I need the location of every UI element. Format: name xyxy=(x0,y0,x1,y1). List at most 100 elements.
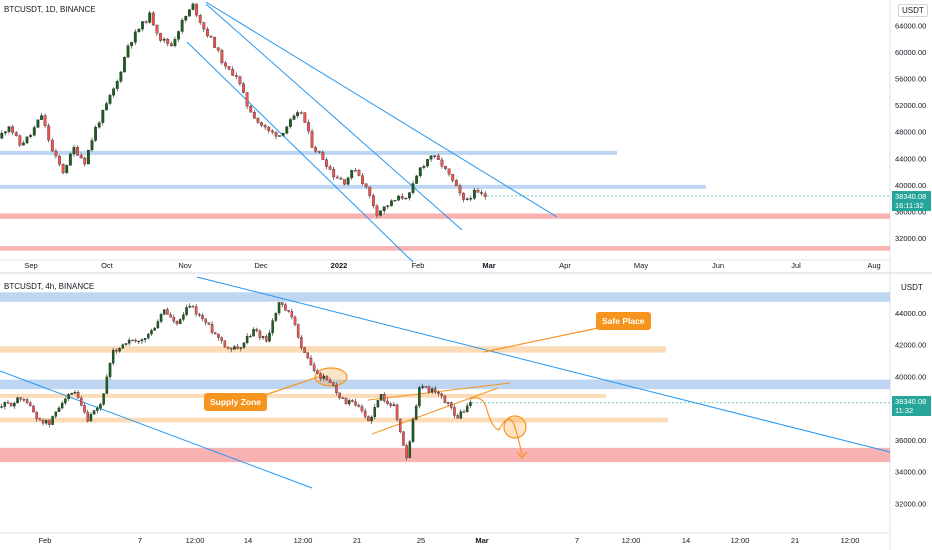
bottom-candle[interactable] xyxy=(169,312,172,318)
bottom-candle[interactable] xyxy=(217,333,220,341)
bottom-candle[interactable] xyxy=(459,409,463,420)
top-candle[interactable] xyxy=(472,187,476,201)
bottom-candle[interactable] xyxy=(204,318,207,326)
bottom-candle[interactable] xyxy=(414,403,418,421)
bottom-candle[interactable] xyxy=(166,307,169,315)
bottom-zone-blue-0[interactable] xyxy=(0,292,890,302)
bottom-candle[interactable] xyxy=(341,396,345,400)
bottom-zone-orange-3[interactable] xyxy=(0,393,606,398)
bottom-candle[interactable] xyxy=(96,405,99,414)
top-symbol-label[interactable]: BTCUSDT, 1D, BINANCE xyxy=(4,5,96,14)
top-candle[interactable] xyxy=(361,173,364,186)
top-candle[interactable] xyxy=(238,75,242,86)
channel-upper[interactable] xyxy=(367,382,511,401)
top-candle[interactable] xyxy=(94,125,98,142)
top-candle[interactable] xyxy=(231,66,235,77)
bottom-candle[interactable] xyxy=(239,347,243,352)
top-candle[interactable] xyxy=(270,129,274,135)
bottom-candle[interactable] xyxy=(229,347,233,353)
top-candle[interactable] xyxy=(440,157,444,169)
top-candle[interactable] xyxy=(422,164,426,170)
top-candle[interactable] xyxy=(357,168,361,177)
top-candle[interactable] xyxy=(368,186,372,199)
bottom-zone-orange-4[interactable] xyxy=(0,417,668,423)
bottom-candle[interactable] xyxy=(147,333,150,340)
top-candle[interactable] xyxy=(65,164,69,175)
bottom-candle[interactable] xyxy=(9,402,13,407)
bottom-candle[interactable] xyxy=(274,312,278,323)
top-candle[interactable] xyxy=(274,131,278,140)
safe-place-callout[interactable]: Safe Place xyxy=(596,312,651,330)
bottom-candle[interactable] xyxy=(134,338,137,343)
top-candle[interactable] xyxy=(90,137,94,152)
top-candle[interactable] xyxy=(397,194,401,202)
top-candle[interactable] xyxy=(436,153,440,161)
top-candle[interactable] xyxy=(353,167,357,172)
bottom-candle[interactable] xyxy=(418,385,421,409)
bottom-currency-badge[interactable]: USDT xyxy=(901,283,923,292)
top-candle[interactable] xyxy=(101,109,105,126)
bottom-candle[interactable] xyxy=(255,327,258,333)
bottom-candle[interactable] xyxy=(233,345,236,350)
top-candle[interactable] xyxy=(202,21,206,32)
bottom-candle[interactable] xyxy=(131,339,134,342)
top-candle[interactable] xyxy=(260,121,263,128)
bottom-candle[interactable] xyxy=(92,409,96,415)
top-candle[interactable] xyxy=(180,17,184,34)
top-candle[interactable] xyxy=(72,145,76,157)
bottom-candle[interactable] xyxy=(159,312,163,324)
bottom-candle[interactable] xyxy=(220,336,223,344)
bottom-candle[interactable] xyxy=(354,398,357,407)
bottom-candle[interactable] xyxy=(290,308,294,320)
bottom-candle[interactable] xyxy=(373,404,376,420)
bottom-candle[interactable] xyxy=(198,312,201,318)
top-candle[interactable] xyxy=(137,27,141,33)
top-candle[interactable] xyxy=(0,130,4,140)
top-candle[interactable] xyxy=(47,123,51,143)
bottom-candle[interactable] xyxy=(469,399,472,409)
bottom-candle[interactable] xyxy=(265,333,268,343)
top-candle[interactable] xyxy=(191,2,195,11)
bottom-candle[interactable] xyxy=(450,401,453,410)
bottom-candle[interactable] xyxy=(462,409,466,413)
top-candle[interactable] xyxy=(483,191,487,200)
top-candle[interactable] xyxy=(123,56,126,73)
bottom-candle[interactable] xyxy=(25,398,29,405)
top-candle[interactable] xyxy=(36,119,40,128)
bottom-candle[interactable] xyxy=(405,443,408,461)
top-candle[interactable] xyxy=(465,197,469,201)
supply-zone-callout[interactable]: Supply Zone xyxy=(204,393,267,411)
top-candle[interactable] xyxy=(400,193,404,201)
top-candle[interactable] xyxy=(307,119,310,135)
top-candle[interactable] xyxy=(166,37,170,47)
top-candle[interactable] xyxy=(364,183,368,189)
top-candle[interactable] xyxy=(198,13,202,25)
bottom-candle[interactable] xyxy=(162,309,166,316)
top-candle[interactable] xyxy=(256,116,260,124)
bottom-candle[interactable] xyxy=(443,394,447,404)
bottom-candle[interactable] xyxy=(249,334,252,338)
bottom-candle[interactable] xyxy=(121,343,125,350)
bottom-time-axis[interactable]: Feb 7 12:00 14 12:00 21 25 Mar 7 12:00 14 12:00 21 12… xyxy=(39,536,860,545)
top-candle[interactable] xyxy=(447,168,451,177)
channel-lower[interactable] xyxy=(371,387,499,435)
bottom-candle[interactable] xyxy=(194,304,198,317)
bottom-candle[interactable] xyxy=(376,400,380,408)
bottom-candle[interactable] xyxy=(153,327,156,331)
bottom-candle[interactable] xyxy=(280,302,284,308)
top-candle[interactable] xyxy=(411,180,415,195)
bottom-candle[interactable] xyxy=(115,348,118,354)
top-zone-blue-1[interactable] xyxy=(0,184,706,189)
bottom-candle[interactable] xyxy=(357,403,361,408)
top-candle[interactable] xyxy=(433,154,437,159)
bottom-candle[interactable] xyxy=(207,322,211,326)
top-candle[interactable] xyxy=(141,21,144,32)
top-currency-badge[interactable]: USDT xyxy=(898,4,928,17)
top-candle[interactable] xyxy=(343,179,346,186)
top-candle[interactable] xyxy=(206,27,209,38)
top-candle[interactable] xyxy=(79,152,83,160)
top-candle[interactable] xyxy=(429,155,433,162)
bottom-candle[interactable] xyxy=(446,401,450,406)
bottom-candle[interactable] xyxy=(67,393,70,402)
bottom-candle[interactable] xyxy=(437,390,440,397)
